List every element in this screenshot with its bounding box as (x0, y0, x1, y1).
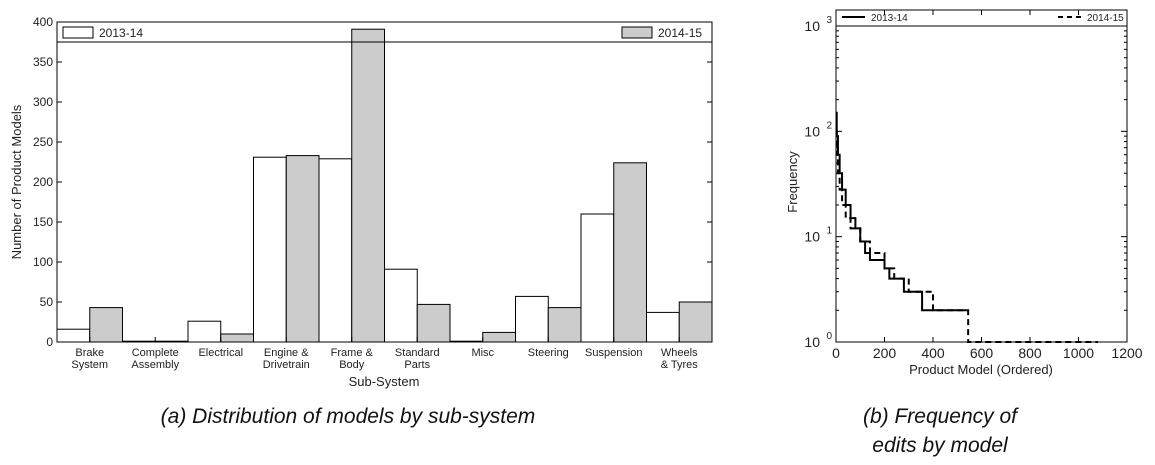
x-tick-label: Frame & Body (331, 347, 374, 371)
x-tick-label: 800 (1018, 345, 1042, 361)
bar-2014-15-5 (416, 303, 451, 343)
series-line-2014-15 (835, 130, 1098, 343)
caption-a: (a) Distribution of models by sub-system (161, 405, 536, 428)
x-tick-label: Complete Assembly (131, 347, 179, 371)
y-tick-label: 10 (804, 229, 820, 245)
y-tick-label: 10 (804, 123, 820, 139)
bar-2013-14-5 (384, 268, 418, 343)
x-tick-label: Steering (528, 347, 569, 359)
y-tick-label: 150 (33, 215, 53, 229)
y-tick-label: 200 (33, 175, 53, 189)
bar-2013-14-2 (187, 320, 222, 343)
plot-frame (835, 9, 1128, 343)
axes-ticks: 0 200 400 600 800 1000 1200 10 0 10 1 10 2 10 3 (804, 10, 1143, 361)
y-tick-exponent: 3 (826, 15, 832, 26)
bars (56, 28, 713, 343)
y-axis-label: Number of Product Models (9, 104, 24, 259)
x-tick-label: 1200 (1111, 345, 1142, 361)
legend-label-2014-15: 2014-15 (1087, 13, 1124, 24)
frequency-line-chart: 0 200 400 600 800 1000 1200 10 0 10 1 10 2 10 3 2013-1… (785, 9, 1143, 377)
x-tick-label: Wheels & Tyres (661, 347, 699, 371)
bar-chart-by-subsystem: 0 50 100 150 200 250 300 350 400 2013-14 2014-15… (9, 15, 713, 389)
x-axis: Brake System Complete Assembly Electrical Eng… (71, 337, 698, 371)
legend: 2013-14 2014-15 (57, 26, 712, 43)
bar-2014-15-9 (678, 301, 713, 343)
x-tick-label: Misc (471, 347, 494, 359)
y-tick-label: 250 (33, 135, 53, 149)
y-axis-label: Frequency (785, 151, 800, 213)
bar-2013-14-9 (646, 311, 680, 343)
x-tick-label: Suspension (585, 347, 643, 359)
bar-2014-15-8 (613, 162, 647, 343)
x-tick-label: Engine & Drivetrain (263, 347, 310, 371)
x-tick-label: 0 (832, 345, 840, 361)
bar-2013-14-8 (580, 213, 615, 343)
legend-label-2013-14: 2013-14 (99, 26, 143, 40)
x-tick-label: 400 (921, 345, 945, 361)
plot-frame (56, 21, 713, 343)
bar-2014-15-6 (482, 331, 516, 343)
bar-2013-14-7 (515, 295, 549, 343)
bar-2014-15-2 (220, 333, 254, 343)
legend-label-2014-15: 2014-15 (658, 26, 702, 40)
bar-2014-15-7 (547, 307, 582, 343)
bar-2014-15-3 (285, 155, 320, 343)
y-tick-label: 10 (804, 334, 820, 350)
bar-2013-14-3 (253, 156, 287, 343)
y-tick-label: 100 (33, 255, 53, 269)
legend-swatch-2013-14 (62, 26, 94, 39)
y-tick-label: 300 (33, 95, 53, 109)
bar-2013-14-0 (56, 328, 91, 343)
x-axis-label: Product Model (Ordered) (909, 362, 1053, 377)
series-lines (835, 111, 1098, 343)
legend-swatch-2014-15 (621, 26, 653, 39)
x-tick-label: Brake System (71, 347, 108, 371)
y-tick-label: 400 (33, 15, 53, 29)
bar-2014-15-0 (89, 307, 123, 343)
legend-label-2013-14: 2013-14 (871, 13, 908, 24)
x-tick-label: Electrical (198, 347, 243, 359)
x-axis-label: Sub-System (349, 374, 420, 389)
y-tick-exponent: 0 (826, 331, 832, 342)
x-tick-label: 600 (970, 345, 994, 361)
x-tick-label: Standard Parts (395, 347, 440, 371)
y-axis: 0 50 100 150 200 250 300 350 400 (33, 15, 712, 349)
y-tick-exponent: 2 (826, 120, 832, 131)
series-line-2013-14 (835, 111, 967, 312)
y-tick-label: 10 (804, 18, 820, 34)
y-tick-label: 50 (40, 295, 54, 309)
x-tick-label: 1000 (1063, 345, 1094, 361)
y-tick-exponent: 1 (826, 226, 832, 237)
bar-2014-15-4 (351, 28, 385, 343)
x-tick-label: 200 (873, 345, 897, 361)
caption-b-line2: edits by model (872, 434, 1009, 457)
bar-2013-14-4 (318, 158, 353, 343)
caption-b-line1: (b) Frequency of (863, 405, 1019, 428)
y-tick-label: 0 (46, 335, 53, 349)
y-tick-label: 350 (33, 55, 53, 69)
legend: 2013-14 2014-15 (836, 13, 1127, 27)
